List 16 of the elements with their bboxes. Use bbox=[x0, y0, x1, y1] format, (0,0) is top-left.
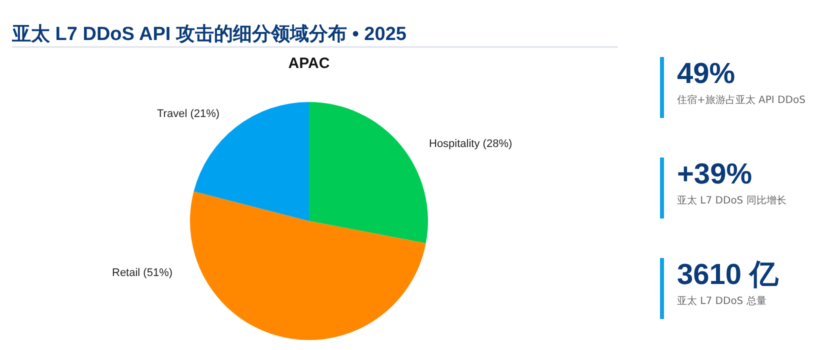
text: 亚太 L7 DDoS 同比增长 bbox=[677, 194, 786, 206]
slice-label: Hospitality bbox=[429, 138, 480, 150]
data-label: (28%) bbox=[482, 138, 512, 150]
slice-label: Retail bbox=[112, 267, 140, 279]
pie-slice bbox=[190, 191, 426, 340]
text: 49% bbox=[677, 58, 736, 90]
data-label: (21%) bbox=[190, 108, 220, 120]
chart-subtitle: APAC bbox=[288, 55, 330, 72]
data-label: (51%) bbox=[143, 267, 173, 279]
text: 住宿+旅游占亚太 API DDoS bbox=[677, 94, 806, 106]
text: 亚太 L7 DDoS 总量 bbox=[677, 295, 766, 307]
slice-label: Travel bbox=[157, 108, 188, 120]
text: +39% bbox=[677, 158, 752, 190]
text: 3610 亿 bbox=[677, 259, 780, 291]
pie-slice bbox=[309, 102, 428, 244]
chart-title: 亚太 L7 DDoS API 攻击的细分领域分布 • 2025 bbox=[11, 23, 407, 45]
